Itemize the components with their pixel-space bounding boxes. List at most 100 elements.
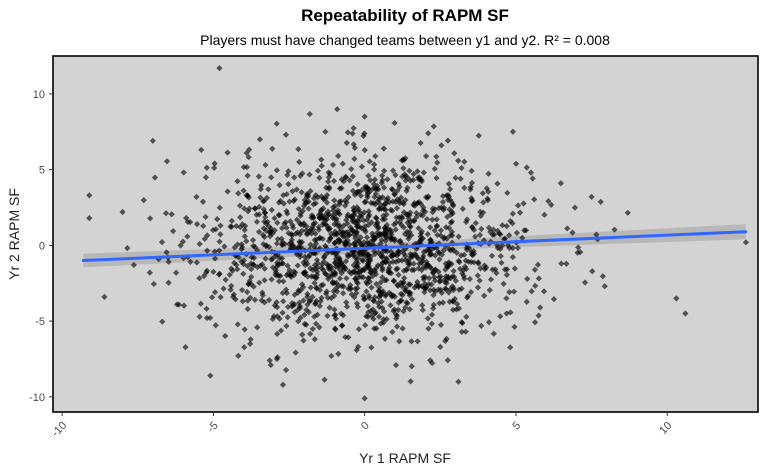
data-point	[490, 226, 497, 233]
data-point	[444, 196, 452, 204]
data-point	[373, 233, 380, 241]
data-point	[407, 218, 414, 225]
data-point	[371, 248, 378, 255]
data-point	[294, 306, 301, 313]
data-point	[480, 199, 487, 206]
data-point	[264, 218, 271, 225]
data-point	[288, 300, 296, 307]
data-point	[399, 291, 406, 299]
data-point	[383, 200, 390, 207]
data-point	[350, 228, 357, 235]
data-point	[261, 265, 268, 272]
data-point	[379, 177, 386, 184]
data-point	[429, 245, 436, 253]
data-point	[458, 319, 465, 326]
data-point	[336, 228, 343, 236]
data-point	[393, 258, 400, 265]
data-point	[499, 242, 506, 249]
data-point	[391, 235, 398, 243]
data-point	[326, 304, 333, 311]
data-point	[258, 297, 265, 304]
data-point	[316, 302, 323, 310]
data-point	[449, 306, 457, 313]
data-point	[363, 254, 370, 261]
data-point	[162, 210, 170, 217]
data-point	[401, 171, 408, 178]
data-point	[322, 211, 329, 218]
data-point	[381, 167, 388, 175]
data-point	[311, 262, 318, 269]
data-point	[321, 376, 328, 383]
data-point	[500, 280, 507, 287]
data-point	[481, 266, 489, 273]
data-point	[355, 206, 362, 213]
data-point	[409, 251, 416, 258]
data-point	[187, 258, 194, 265]
data-point	[295, 243, 302, 250]
data-point	[325, 174, 332, 181]
data-point	[531, 196, 538, 203]
data-point	[444, 357, 451, 364]
data-point	[343, 239, 350, 246]
data-point	[531, 319, 539, 326]
data-point	[424, 230, 431, 238]
data-point	[316, 174, 323, 182]
data-point	[439, 192, 447, 200]
data-point	[163, 158, 171, 165]
data-point	[163, 249, 170, 256]
data-point	[331, 228, 339, 235]
data-point	[344, 129, 351, 136]
data-point	[454, 300, 461, 308]
data-point	[395, 257, 402, 264]
data-point	[450, 202, 457, 209]
x-tick-label: 10	[657, 420, 674, 437]
data-point	[340, 290, 347, 297]
data-point	[528, 288, 535, 295]
data-point	[306, 110, 313, 118]
data-point	[319, 221, 327, 228]
data-point	[413, 213, 420, 221]
data-point	[310, 195, 318, 202]
data-point	[244, 297, 251, 304]
data-point	[228, 265, 235, 272]
data-point	[348, 213, 355, 220]
data-point	[492, 266, 499, 273]
data-point	[418, 267, 425, 274]
data-point	[251, 296, 259, 303]
data-point	[417, 233, 424, 240]
data-point	[376, 303, 383, 310]
data-point	[331, 306, 338, 313]
data-point	[321, 253, 328, 260]
data-point	[247, 280, 255, 288]
data-point	[362, 322, 369, 329]
data-point	[279, 309, 286, 316]
data-point	[310, 201, 317, 208]
data-point	[472, 219, 479, 227]
data-point	[211, 248, 218, 255]
data-point	[173, 301, 181, 308]
data-point	[474, 272, 481, 279]
data-point	[387, 302, 394, 309]
data-point	[339, 322, 346, 329]
data-point	[250, 242, 257, 250]
data-point	[374, 262, 382, 269]
data-point	[514, 244, 521, 252]
data-point	[430, 301, 437, 308]
data-point	[442, 260, 449, 267]
data-point	[295, 146, 302, 153]
data-point	[268, 256, 275, 263]
data-point	[179, 238, 187, 245]
data-point	[86, 192, 93, 199]
data-point	[344, 251, 351, 258]
data-point	[497, 253, 504, 260]
data-point	[470, 259, 478, 266]
data-point	[441, 276, 448, 283]
data-point	[274, 304, 281, 311]
data-point	[198, 146, 205, 154]
data-point	[255, 228, 263, 235]
data-point	[429, 359, 436, 367]
data-point	[353, 300, 361, 307]
data-point	[323, 199, 331, 206]
data-point	[355, 326, 362, 333]
data-point	[307, 187, 314, 195]
